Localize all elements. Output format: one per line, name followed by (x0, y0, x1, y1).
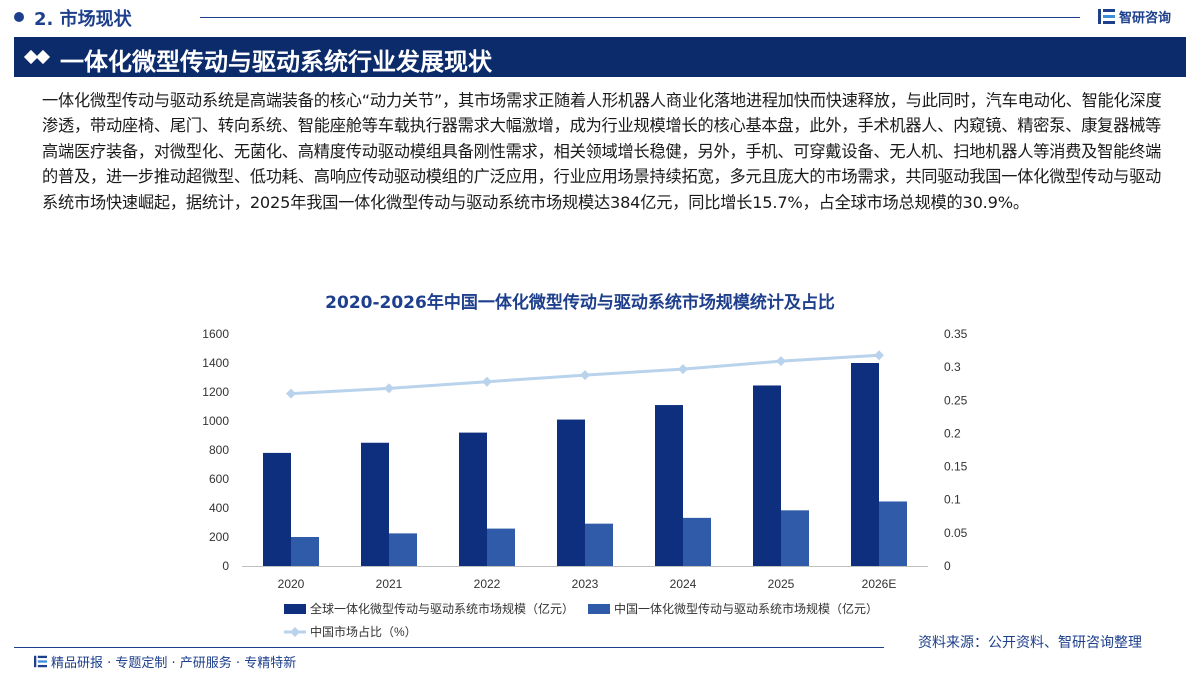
china-market-bar (683, 517, 711, 566)
x-tick-label: 2023 (572, 577, 599, 591)
y-right-tick-label: 0 (944, 559, 951, 573)
x-tick-label: 2020 (278, 577, 305, 591)
y-left-tick-label: 400 (209, 501, 229, 515)
china-market-bar (487, 528, 515, 566)
y-right-tick-label: 0.1 (944, 493, 961, 507)
y-right-tick-label: 0.2 (944, 426, 961, 440)
global-market-bar (263, 452, 291, 566)
china-market-bar (879, 501, 907, 566)
footer-text: 精品研报 · 专题定制 · 产研服务 · 专精特新 (51, 656, 297, 671)
y-right-tick-label: 0.15 (944, 460, 968, 474)
top-divider (200, 17, 1080, 18)
china-share-point (580, 370, 590, 381)
chart-title: 2020-2026年中国一体化微型传动与驱动系统市场规模统计及占比 (325, 293, 835, 313)
global-market-bar (655, 405, 683, 566)
global-market-bar (851, 363, 879, 566)
top-bar: 2. 市场现状 智研咨询 (0, 0, 1200, 36)
logo-icon (1098, 9, 1115, 24)
china-share-point (482, 376, 492, 387)
y-left-tick-label: 600 (209, 472, 229, 486)
footer-divider (14, 647, 884, 648)
y-left-tick-label: 1600 (202, 327, 229, 341)
section-label: 2. 市场现状 (34, 9, 132, 30)
y-right-tick-label: 0.3 (944, 360, 961, 374)
x-tick-label: 2022 (474, 577, 501, 591)
global-market-bar (557, 419, 585, 566)
x-tick-label: 2021 (376, 577, 403, 591)
china-share-point (384, 383, 394, 394)
global-market-bar (361, 442, 389, 566)
y-left-tick-label: 0 (222, 559, 229, 573)
china-share-point (678, 364, 688, 375)
legend-label: 全球一体化微型传动与驱动系统市场规模（亿元） (310, 601, 574, 616)
footer-tagline: 精品研报 · 专题定制 · 产研服务 · 专精特新 (34, 652, 296, 671)
y-left-tick-label: 200 (209, 530, 229, 544)
section-bullet-icon (14, 12, 24, 22)
source-note: 资料来源：公开资料、智研咨询整理 (918, 635, 1142, 651)
logo-text: 智研咨询 (1119, 11, 1172, 26)
legend-swatch (284, 604, 306, 614)
y-left-tick-label: 800 (209, 443, 229, 457)
body-paragraph: 一体化微型传动与驱动系统是高端装备的核心“动力关节”，其市场需求正随着人形机器人… (42, 91, 1162, 212)
y-left-tick-label: 1400 (202, 356, 229, 370)
china-market-bar (291, 537, 319, 566)
legend-label: 中国市场占比（%） (310, 624, 417, 639)
china-market-bar (585, 523, 613, 566)
y-right-tick-label: 0.05 (944, 526, 968, 540)
global-market-bar (459, 432, 487, 566)
x-tick-label: 2026E (862, 577, 897, 591)
global-market-bar (753, 385, 781, 566)
legend-swatch (588, 604, 610, 614)
y-right-tick-label: 0.25 (944, 393, 968, 407)
china-market-bar (389, 533, 417, 566)
x-tick-label: 2024 (670, 577, 697, 591)
page-title: 一体化微型传动与驱动系统行业发展现状 (60, 48, 492, 76)
footer-logo-icon (34, 655, 47, 668)
legend-label: 中国一体化微型传动与驱动系统市场规模（亿元） (614, 601, 878, 616)
y-left-tick-label: 1000 (202, 414, 229, 428)
china-share-point (874, 350, 884, 361)
china-market-bar (781, 510, 809, 566)
brand-logo: 智研咨询 (1098, 7, 1171, 26)
y-right-tick-label: 0.35 (944, 327, 968, 341)
legend-marker (290, 627, 300, 637)
y-left-tick-label: 1200 (202, 385, 229, 399)
china-share-point (776, 356, 786, 367)
title-banner: 一体化微型传动与驱动系统行业发展现状 (14, 37, 1186, 77)
x-tick-label: 2025 (768, 577, 795, 591)
china-share-point (286, 388, 296, 399)
